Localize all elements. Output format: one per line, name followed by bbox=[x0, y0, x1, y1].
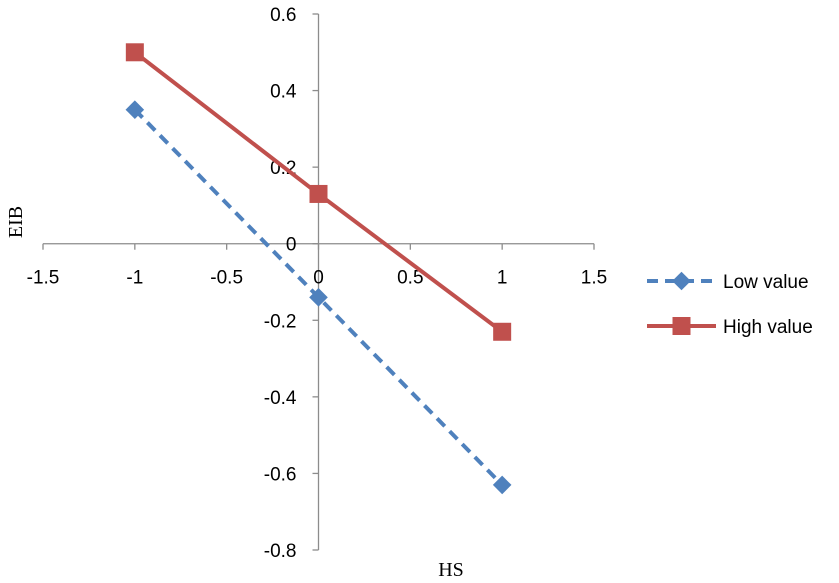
x-tick-label: 0 bbox=[313, 268, 324, 289]
y-tick-label: 0.6 bbox=[270, 5, 296, 26]
x-tick-label: 0.5 bbox=[397, 268, 423, 289]
data-point-low-value bbox=[309, 288, 328, 307]
y-tick-label: -0.4 bbox=[264, 388, 297, 409]
data-point-low-value bbox=[125, 100, 145, 120]
x-tick-labels: -1.5 -1 -0.5 0 0.5 1 1.5 bbox=[27, 268, 608, 289]
series-low-value bbox=[125, 100, 512, 495]
x-tick-label: -1.5 bbox=[27, 268, 60, 289]
data-point-low-value bbox=[492, 475, 512, 495]
y-tick-label: 0 bbox=[286, 235, 297, 256]
y-tick-labels: -0.8-0.6-0.4-0.200.20.40.6 bbox=[264, 5, 297, 562]
data-point-high-value bbox=[493, 322, 512, 341]
x-axis-title: HS bbox=[438, 559, 464, 581]
legend-marker-high-value bbox=[672, 317, 691, 335]
x-tick-label: 1 bbox=[497, 268, 508, 289]
legend: Low value High value bbox=[647, 271, 813, 338]
legend-item-high-value: High value bbox=[647, 317, 813, 338]
legend-label-high-value: High value bbox=[723, 317, 813, 338]
legend-label-low-value: Low value bbox=[723, 272, 809, 293]
y-axis-title: EIB bbox=[5, 206, 27, 238]
data-point-high-value bbox=[125, 43, 144, 62]
x-tick-label: -1 bbox=[126, 268, 143, 289]
y-tick-label: 0.4 bbox=[270, 82, 297, 103]
y-tick-label: -0.2 bbox=[264, 311, 297, 332]
axes bbox=[42, 13, 595, 551]
y-tick-label: -0.8 bbox=[264, 541, 297, 562]
y-tick-label: -0.6 bbox=[264, 464, 297, 485]
legend-item-low-value: Low value bbox=[647, 271, 809, 293]
series-layer bbox=[125, 43, 512, 495]
x-tick-label: 1.5 bbox=[581, 268, 607, 289]
series-high-value bbox=[125, 43, 512, 341]
x-tick-label: -0.5 bbox=[210, 268, 243, 289]
data-point-high-value bbox=[309, 184, 328, 203]
legend-marker-low-value bbox=[672, 271, 691, 291]
